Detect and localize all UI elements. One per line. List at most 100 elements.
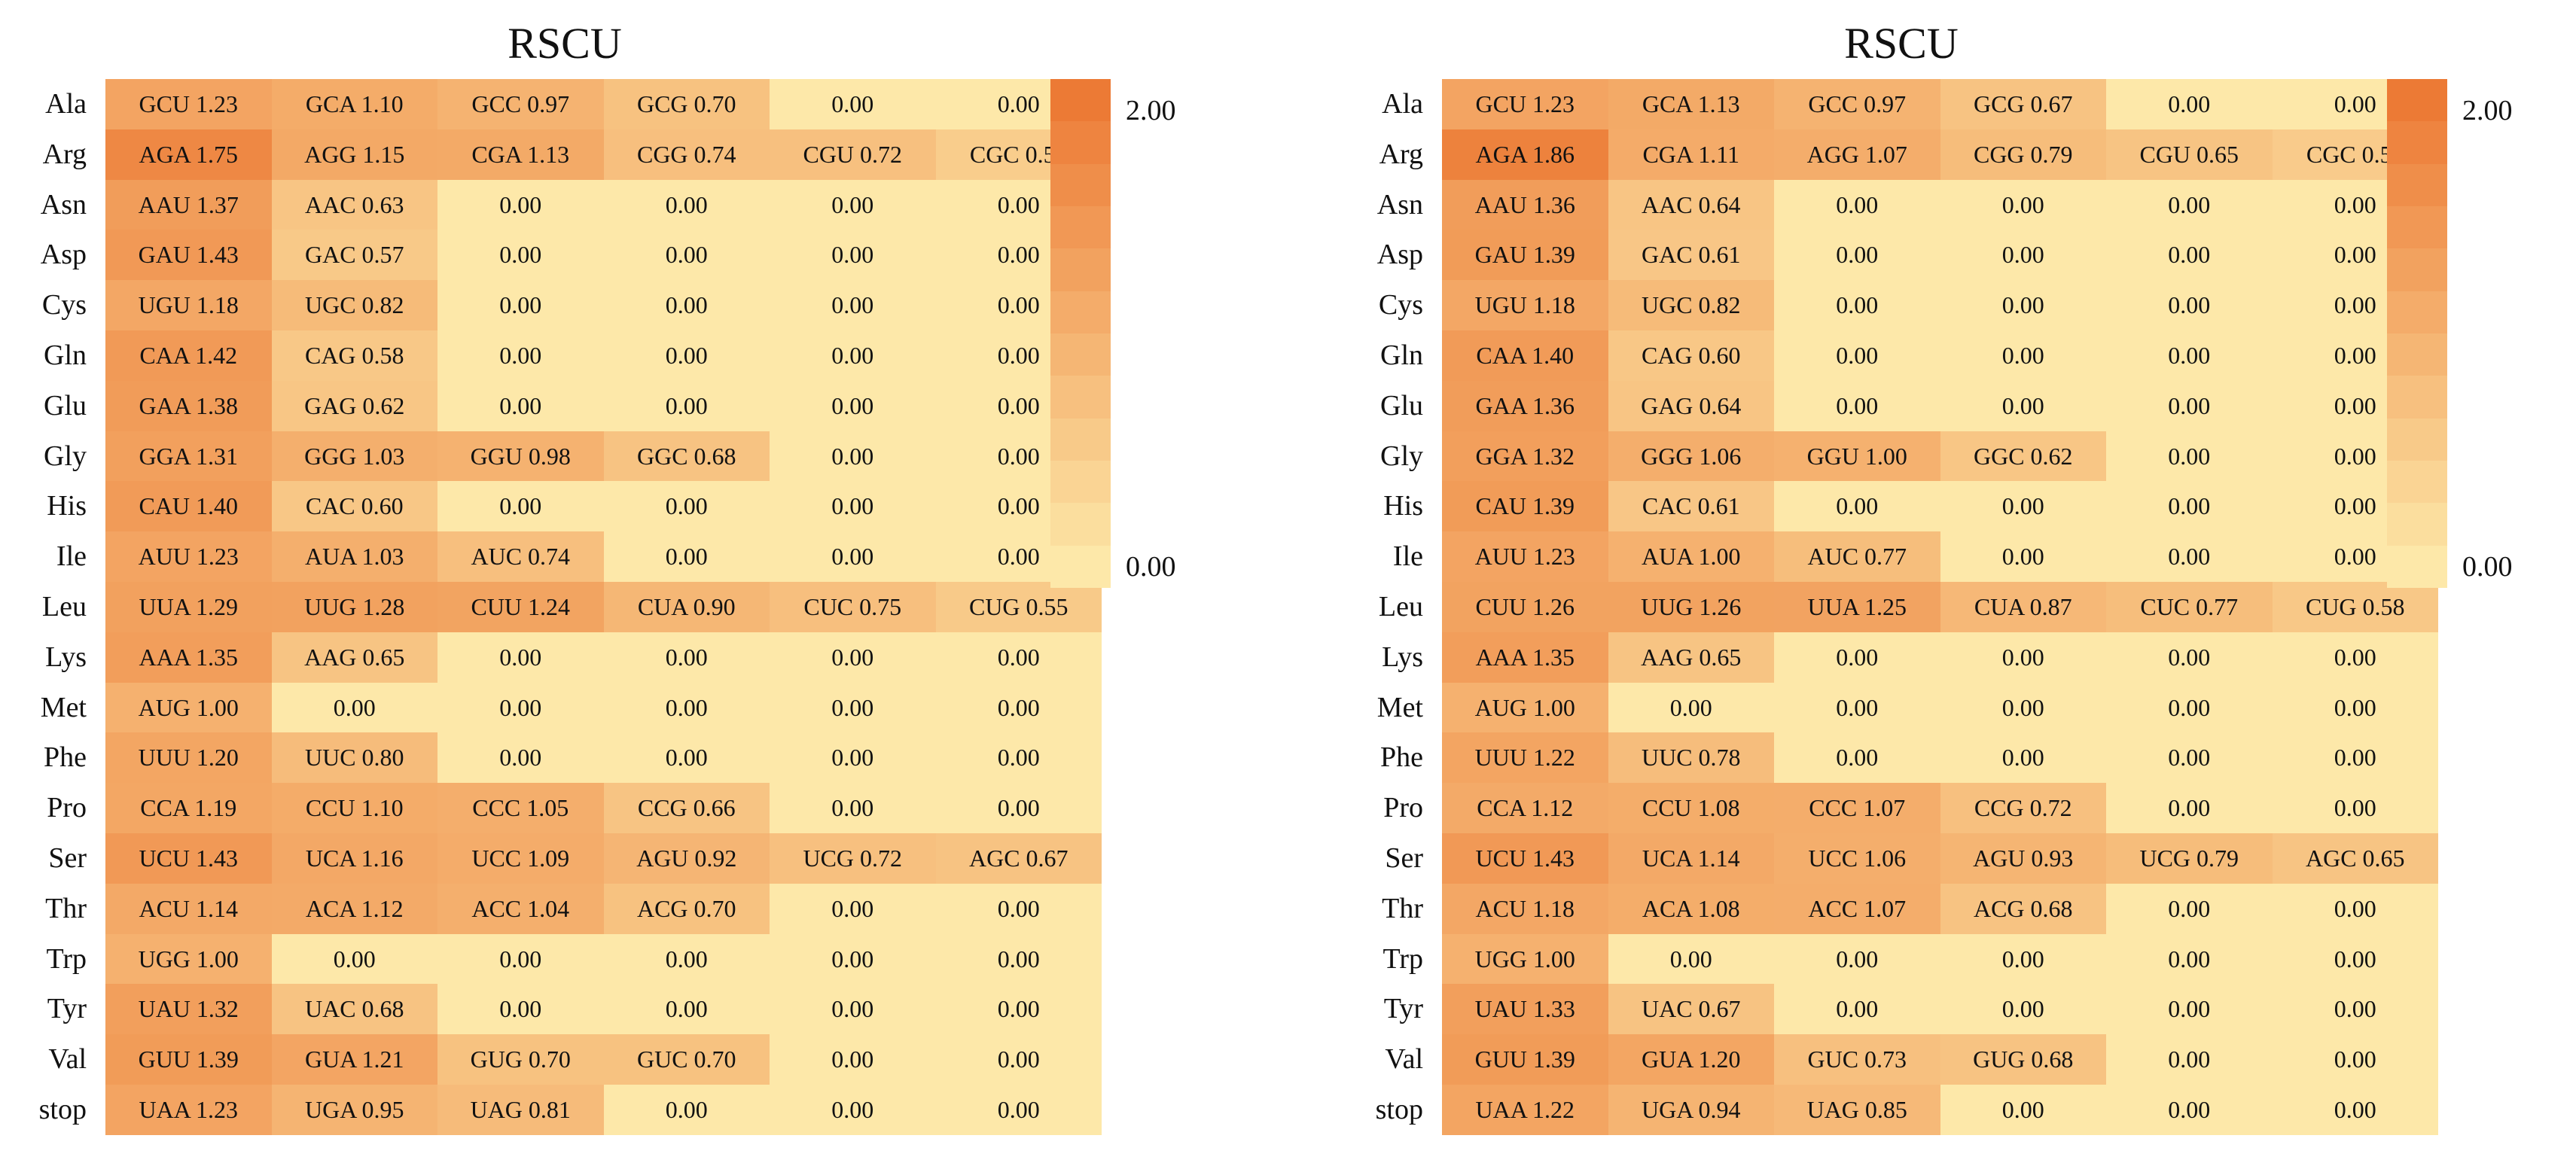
heatmap-cell: 0.00 [437,732,604,784]
heatmap-cell: UCA 1.16 [271,833,437,884]
legend-color-step [2387,206,2447,249]
heatmap-cell: 0.00 [1774,481,1940,532]
legend-color-step [1050,79,1111,122]
heatmap-row: Phe UUU 1.22 UUC 0.78 0.00 0.00 0.00 0.00 [1380,732,2443,784]
heatmap-cell: 0.00 [2106,431,2273,482]
heatmap-cell: CGA 1.13 [437,129,604,180]
row-label: Ile [56,540,87,573]
heatmap-cell: CUU 1.24 [437,582,604,632]
heatmap-cell: CGU 0.72 [770,129,936,180]
heatmap-cell: 0.00 [603,682,770,733]
heatmap-cell: AGA 1.75 [105,129,272,180]
heatmap-cell: UUG 1.28 [271,582,437,632]
heatmap-cell: GGA 1.32 [1442,431,1608,482]
row-label: Trp [46,942,87,975]
heatmap-cell: 0.00 [935,1034,1102,1085]
heatmap-cell: AGU 0.92 [603,833,770,884]
row-label: Glu [44,389,87,422]
heatmap-row: Glu GAA 1.38 GAG 0.62 0.00 0.00 0.00 0.00 [44,380,1107,431]
heatmap-cell: 0.00 [1940,732,2106,784]
heatmap-cell: UUC 0.78 [1608,732,1774,784]
heatmap-cell: CAG 0.60 [1608,330,1774,381]
heatmap-cell: 0.00 [437,380,604,431]
heatmap-cell: 0.00 [2272,1085,2438,1135]
heatmap-cell: 0.00 [1608,682,1774,733]
heatmap-cell: 0.00 [437,330,604,381]
heatmap-cell: UAU 1.32 [105,984,272,1035]
heatmap-cell: 0.00 [1940,330,2106,381]
heatmap-row: Met AUG 1.00 0.00 0.00 0.00 0.00 0.00 [41,682,1107,733]
heatmap-row: Gln CAA 1.42 CAG 0.58 0.00 0.00 0.00 0.00 [44,330,1107,381]
heatmap-cell: 0.00 [2272,984,2438,1035]
row-label: stop [1375,1094,1423,1125]
row-label: Leu [1378,591,1423,623]
row-label: Ala [1382,88,1423,120]
heatmap-cell: UCC 1.06 [1774,833,1940,884]
heatmap-cell: GCC 0.97 [437,79,604,129]
row-label: Gly [1380,440,1423,472]
row-label: Pro [1383,792,1423,824]
heatmap-cell: 0.00 [935,1085,1102,1135]
heatmap-cell: GUU 1.39 [105,1034,272,1085]
row-label: Lys [45,641,87,673]
heatmap-cell: 0.00 [603,1085,770,1135]
heatmap-cell: 0.00 [2106,682,2273,733]
heatmap-cell: 0.00 [770,179,936,230]
heatmap-cell: 0.00 [2106,732,2273,784]
heatmap-row: Gly GGA 1.32 GGG 1.06 GGU 1.00 GGC 0.62 0.00 0… [1380,431,2443,482]
heatmap-row: Val GUU 1.39 GUA 1.20 GUC 0.73 GUG 0.68 0.00 0… [1385,1034,2443,1085]
heatmap-cell: 0.00 [603,280,770,330]
heatmap-cell: GUA 1.21 [271,1034,437,1085]
heatmap-row: Arg AGA 1.75 AGG 1.15 CGA 1.13 CGG 0.74 CGU 0… [43,129,1107,180]
heatmap-cell: 0.00 [1774,280,1940,330]
heatmap-row: Ala GCU 1.23 GCA 1.10 GCC 0.97 GCG 0.70 0.00 0… [45,79,1107,129]
legend-max-label: 2.00 [1126,95,1176,126]
row-label: Asp [1376,239,1423,271]
heatmap-cell: 0.00 [770,732,936,784]
row-label: Ile [1392,540,1423,573]
heatmap-cell: GCA 1.10 [271,79,437,129]
heatmap-cell: GAG 0.64 [1608,380,1774,431]
row-label: His [1383,490,1423,522]
heatmap-cell: 0.00 [603,732,770,784]
heatmap-cell: CCG 0.66 [603,783,770,833]
heatmap-cell: GGG 1.03 [271,431,437,482]
heatmap-cell: GUA 1.20 [1608,1034,1774,1085]
legend-color-step [1050,291,1111,334]
legend-color-step [2387,545,2447,589]
legend-color-step [2387,461,2447,504]
row-label: Ala [45,88,87,120]
row-label: Val [1385,1043,1423,1076]
heatmap-cell: 0.00 [2272,1034,2438,1085]
heatmap-cell: 0.00 [1940,1085,2106,1135]
row-label: Phe [1380,741,1423,774]
legend-color-step [1050,121,1111,165]
heatmap-cell: AAC 0.64 [1608,179,1774,230]
heatmap-cell: UAA 1.23 [105,1085,272,1135]
heatmap-cell: 0.00 [770,933,936,985]
heatmap-cell: 0.00 [1940,632,2106,683]
heatmap-cell: UGC 0.82 [1608,280,1774,330]
heatmap-cell: 0.00 [1940,179,2106,230]
heatmap-cell: GGU 0.98 [437,431,604,482]
row-label: Asn [40,188,87,221]
heatmap-cell: GGA 1.31 [105,431,272,482]
row-label: Phe [44,741,87,774]
heatmap-cell: GUG 0.68 [1940,1034,2106,1085]
heatmap-cell: UCU 1.43 [1442,833,1608,884]
heatmap-cell: ACC 1.04 [437,883,604,934]
heatmap-row: Phe UUU 1.20 UUC 0.80 0.00 0.00 0.00 0.00 [44,732,1107,784]
heatmap-cell: GAG 0.62 [271,380,437,431]
heatmap-cell: AUC 0.77 [1774,531,1940,582]
legend-color-step [1050,418,1111,461]
heatmap-cell: UCC 1.09 [437,833,604,884]
heatmap-cell: CAA 1.42 [105,330,272,381]
chart-title: RSCU [508,19,622,68]
row-label: Ser [48,842,87,874]
heatmap-cell: CAU 1.39 [1442,481,1608,532]
heatmap-cell: CCU 1.10 [271,783,437,833]
heatmap-row: Leu CUU 1.26 UUG 1.26 UUA 1.25 CUA 0.87 CUC 0… [1379,582,2443,632]
heatmap-row: Pro CCA 1.12 CCU 1.08 CCC 1.07 CCG 0.72 0.00 0… [1383,783,2443,833]
heatmap-cell: 0.00 [2106,1034,2273,1085]
heatmap-cell: 0.00 [603,179,770,230]
